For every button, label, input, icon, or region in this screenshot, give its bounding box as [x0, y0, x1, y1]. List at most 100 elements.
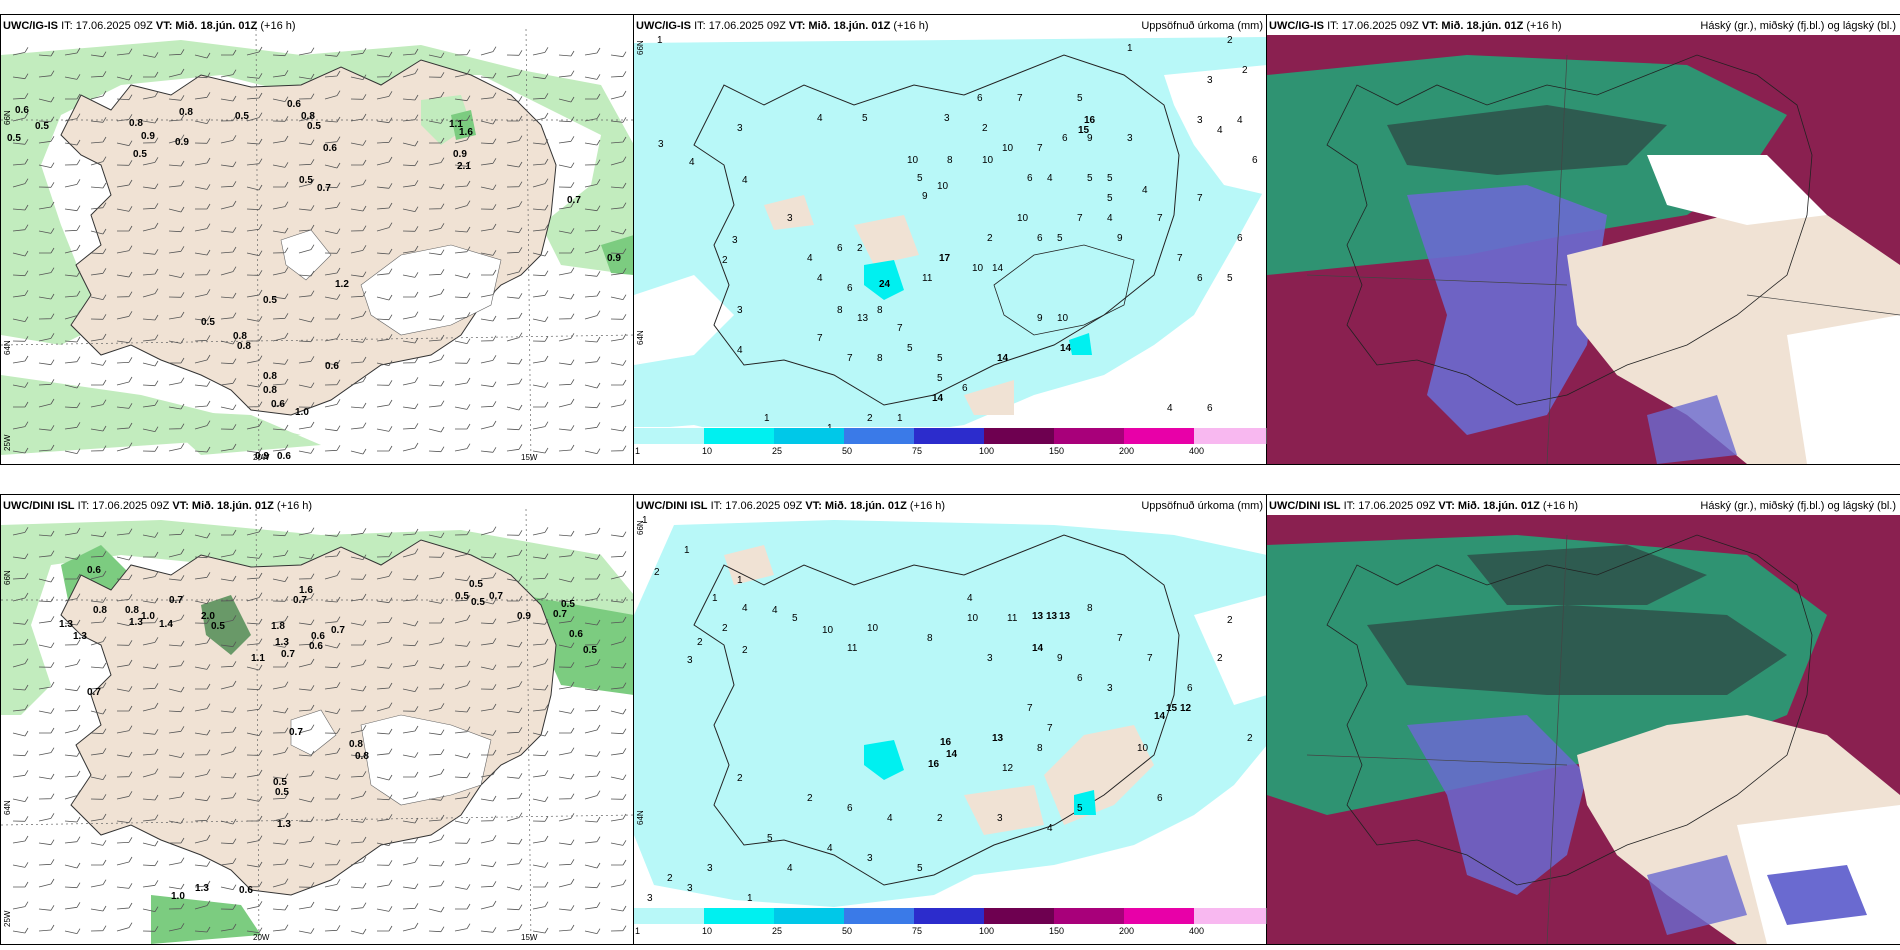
wind-barb — [12, 527, 29, 536]
wind-barb — [506, 181, 523, 188]
wind-barb — [142, 794, 159, 801]
wind-barb — [64, 113, 81, 122]
wind-barb — [38, 905, 55, 911]
wind-barb — [116, 528, 133, 536]
precip-value: 12 — [1180, 703, 1192, 714]
wind-barb — [584, 74, 601, 80]
wind-barb — [64, 770, 81, 778]
wind-barb — [272, 812, 289, 822]
wind-barb — [506, 884, 523, 891]
wind-barb — [142, 617, 159, 624]
wind-barb — [38, 136, 55, 144]
wind-barb — [610, 616, 627, 624]
wind-barb — [298, 421, 315, 430]
wind-barb — [38, 228, 55, 234]
wind-barb — [64, 271, 81, 277]
wind-barb — [480, 223, 497, 232]
wind-barb — [142, 117, 159, 124]
wind-barb — [402, 620, 419, 627]
wind-barb — [90, 117, 107, 123]
wind-barb — [428, 118, 445, 124]
colorbar-swatch — [634, 428, 705, 444]
wind-barb — [532, 796, 549, 803]
wind-barb — [610, 51, 627, 58]
wind-barb — [454, 226, 471, 233]
wind-barb — [610, 879, 627, 888]
wind-barb — [220, 115, 237, 122]
wind-barb — [220, 575, 237, 582]
wind-barb — [428, 906, 445, 913]
precip-value: 4 — [772, 605, 778, 616]
wind-barb — [402, 272, 419, 278]
precip-value: 1 — [747, 893, 753, 904]
wind-barb — [376, 314, 393, 321]
wind-barb — [39, 247, 55, 254]
precip-value: 3 — [867, 853, 873, 864]
wind-barb — [532, 73, 549, 80]
wind-barb — [298, 816, 315, 823]
wind-value: 0.5 — [235, 111, 249, 122]
wind-barb — [246, 381, 263, 388]
wind-barb — [194, 52, 211, 59]
wind-barb — [143, 551, 159, 558]
wind-barb — [558, 267, 575, 276]
wind-value: 0.6 — [287, 99, 301, 110]
wind-barb — [12, 290, 29, 298]
precip-value: 14 — [932, 393, 944, 404]
wind-barb — [585, 573, 601, 580]
wind-value: 0.9 — [255, 451, 269, 462]
wind-barb — [610, 708, 627, 715]
wind-barb — [220, 135, 237, 144]
wind-barb — [298, 750, 315, 757]
wind-barb — [272, 227, 289, 234]
wind-barb — [64, 310, 81, 320]
precip-value: 6 — [1037, 233, 1043, 244]
wind-barb — [12, 592, 29, 602]
wind-barb — [116, 48, 133, 56]
wind-barb — [90, 925, 107, 932]
wind-barb — [610, 425, 627, 432]
precip-value: 3 — [997, 813, 1003, 824]
wind-barb — [65, 573, 81, 580]
colorbar-tick: 25 — [772, 926, 783, 936]
wind-value: 0.7 — [293, 595, 307, 606]
wind-barb — [246, 684, 263, 691]
wind-barb — [480, 881, 497, 888]
wind-barb — [12, 816, 29, 822]
precip-value: 1 — [657, 35, 663, 46]
lat-label: 66N — [3, 570, 12, 585]
precip-value: 4 — [887, 813, 893, 824]
wind-barb — [558, 708, 575, 714]
wind-barb — [610, 728, 627, 735]
wind-barb — [454, 180, 471, 188]
wind-barb — [584, 619, 601, 626]
wind-barb — [38, 162, 55, 169]
wind-barb — [506, 707, 523, 714]
wind-barb — [38, 50, 55, 57]
wind-barb — [246, 835, 263, 844]
wind-barb — [454, 660, 471, 668]
wind-barb — [169, 837, 185, 844]
wind-value: 0.8 — [179, 107, 193, 118]
panel-dini-wind: UWC/DINI ISL IT: 17.06.2025 09Z VT: Mið.… — [0, 494, 635, 945]
colorbar-tick: 1 — [635, 446, 641, 456]
wind-value: 0.6 — [323, 143, 337, 154]
wind-barb — [12, 730, 29, 737]
wind-barb — [454, 595, 471, 602]
precip-value: 4 — [742, 175, 748, 186]
wind-barb — [610, 748, 627, 756]
wind-barb — [376, 682, 393, 690]
wind-barb — [298, 836, 315, 844]
wind-barb — [428, 663, 445, 670]
wind-barb — [584, 659, 601, 668]
wind-barb — [506, 227, 523, 234]
lead-time: (+16 h) — [276, 500, 313, 512]
wind-barb — [558, 398, 575, 408]
precip-value: 5 — [1087, 173, 1093, 184]
wind-barb — [350, 817, 367, 823]
wind-value: 0.8 — [263, 385, 277, 396]
wind-barb — [246, 881, 263, 888]
wind-barb — [38, 425, 55, 431]
wind-barb — [480, 618, 497, 625]
wind-barb — [298, 139, 315, 146]
